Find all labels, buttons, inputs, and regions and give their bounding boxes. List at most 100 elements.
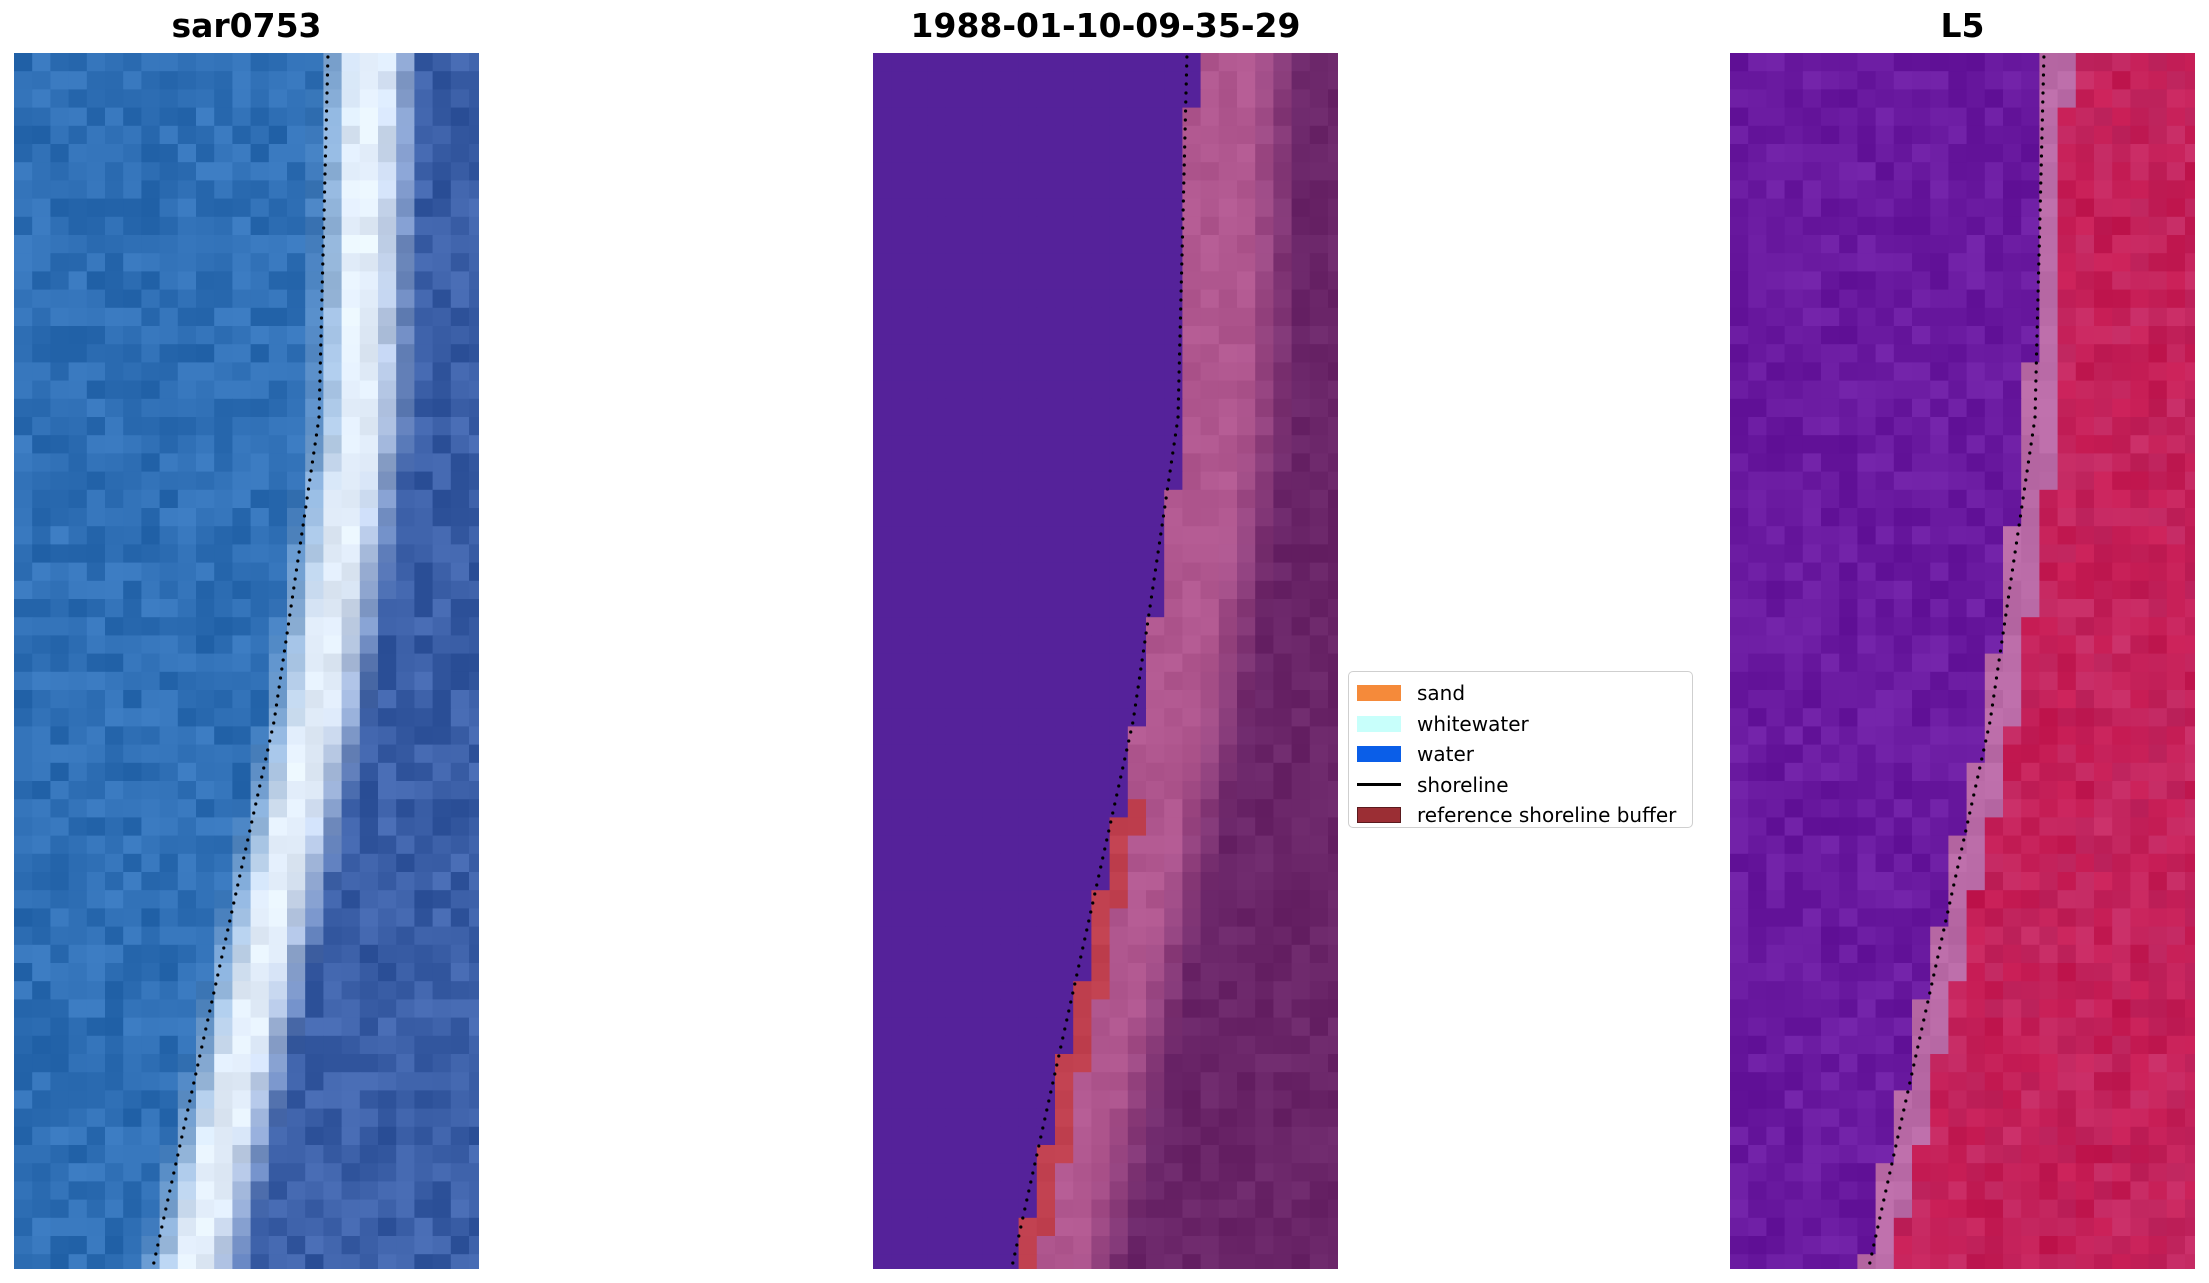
image-pixel (1912, 635, 1931, 655)
image-pixel (341, 781, 361, 800)
image-pixel (1127, 326, 1147, 345)
image-pixel (2166, 544, 2186, 564)
image-pixel (964, 508, 983, 527)
image-pixel (1127, 307, 1147, 327)
image-pixel (86, 726, 106, 746)
image-pixel (450, 617, 470, 636)
image-pixel (105, 53, 124, 72)
image-pixel (1291, 489, 1311, 509)
image-pixel (1000, 762, 1020, 782)
image-pixel (1930, 744, 1949, 764)
shoreline-point (1176, 406, 1180, 410)
image-pixel (159, 1054, 179, 1073)
shoreline-point (288, 613, 292, 617)
image-pixel (1893, 380, 1913, 400)
image-pixel (2039, 326, 2059, 345)
image-pixel (1055, 1072, 1074, 1091)
image-pixel (2166, 781, 2186, 800)
image-pixel (1821, 489, 1840, 509)
image-pixel (177, 453, 197, 473)
image-pixel (1309, 781, 1329, 800)
image-pixel (287, 89, 306, 109)
shoreline-point (160, 1225, 164, 1229)
image-pixel (891, 799, 910, 818)
image-pixel (214, 781, 233, 800)
image-pixel (945, 1217, 965, 1237)
image-pixel (232, 417, 252, 436)
image-pixel (287, 1126, 306, 1146)
image-pixel (250, 617, 270, 636)
image-pixel (323, 944, 343, 964)
image-pixel (1893, 908, 1913, 928)
image-pixel (68, 1217, 88, 1237)
image-pixel (1091, 453, 1111, 473)
image-pixel (982, 489, 1001, 509)
image-pixel (982, 1126, 1001, 1146)
image-pixel (1839, 781, 1858, 800)
image-pixel (50, 53, 70, 72)
image-pixel (450, 580, 470, 600)
image-pixel (196, 872, 215, 891)
image-pixel (86, 1217, 106, 1237)
image-pixel (2075, 289, 2095, 309)
image-pixel (1055, 125, 1074, 145)
image-pixel (1055, 71, 1074, 90)
image-pixel (2148, 107, 2168, 127)
image-pixel (909, 1108, 929, 1128)
image-pixel (2148, 890, 2168, 909)
image-pixel (159, 1072, 179, 1091)
shoreline-point (1152, 577, 1156, 581)
image-pixel (378, 1126, 397, 1146)
image-pixel (268, 417, 288, 436)
image-pixel (2185, 271, 2195, 291)
image-pixel (32, 1163, 51, 1182)
image-pixel (1875, 71, 1895, 90)
image-pixel (927, 125, 947, 145)
image-pixel (1875, 781, 1895, 800)
image-pixel (1966, 544, 1986, 564)
image-pixel (891, 562, 910, 582)
image-pixel (2094, 580, 2113, 600)
image-pixel (1164, 1145, 1183, 1164)
image-pixel (214, 963, 233, 982)
image-pixel (32, 53, 51, 72)
image-pixel (196, 89, 215, 109)
image-pixel (873, 307, 892, 327)
image-pixel (1291, 544, 1311, 564)
shoreline-point (208, 1009, 212, 1013)
image-pixel (50, 107, 70, 127)
image-pixel (196, 344, 215, 363)
image-pixel (1109, 963, 1129, 982)
image-pixel (1273, 1145, 1293, 1164)
image-pixel (1273, 835, 1293, 855)
image-pixel (964, 417, 983, 436)
image-pixel (1730, 471, 1749, 491)
image-pixel (2021, 271, 2040, 291)
image-pixel (1055, 580, 1074, 600)
image-pixel (250, 853, 270, 873)
image-pixel (86, 817, 106, 837)
image-pixel (68, 853, 88, 873)
image-pixel (1237, 1199, 1256, 1219)
image-pixel (1237, 908, 1256, 928)
image-pixel (450, 380, 470, 400)
image-pixel (1237, 271, 1256, 291)
image-pixel (2075, 380, 2095, 400)
image-pixel (105, 162, 124, 181)
image-pixel (1218, 599, 1238, 618)
image-pixel (1182, 271, 1202, 291)
image-pixel (2185, 744, 2195, 764)
image-pixel (141, 1145, 161, 1164)
image-pixel (305, 562, 324, 582)
image-pixel (414, 762, 434, 782)
image-pixel (927, 1054, 947, 1073)
image-pixel (86, 1090, 106, 1110)
image-pixel (196, 762, 215, 782)
image-pixel (1912, 453, 1931, 473)
image-pixel (323, 1199, 343, 1219)
image-pixel (1109, 489, 1129, 509)
image-pixel (1839, 398, 1858, 418)
image-pixel (1984, 890, 2004, 909)
image-pixel (2166, 872, 2186, 891)
image-pixel (1018, 471, 1038, 491)
